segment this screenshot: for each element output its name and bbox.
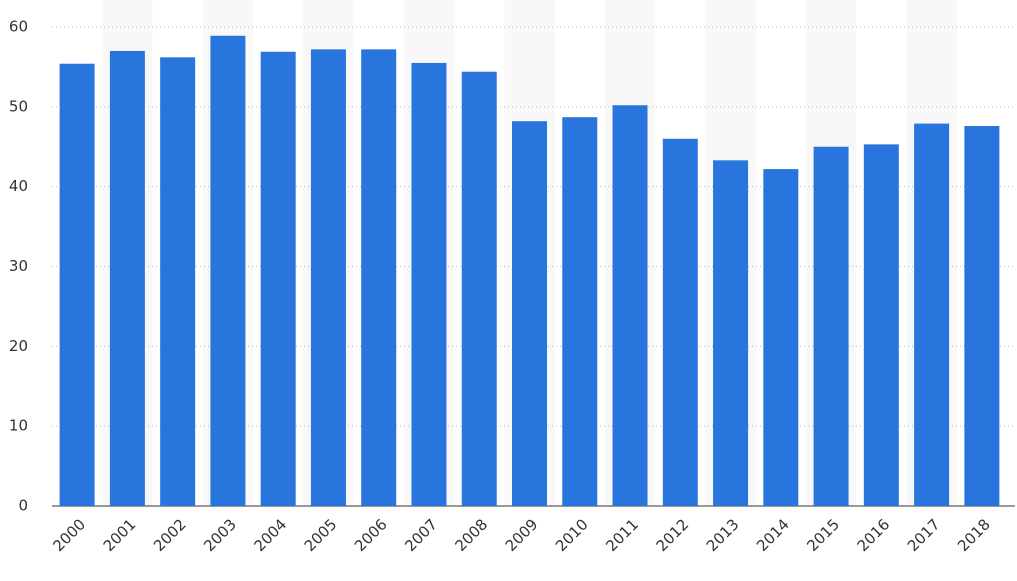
bar xyxy=(512,121,547,506)
bar xyxy=(160,57,196,506)
x-tick-label: 2016 xyxy=(854,515,894,555)
x-tick-label: 2010 xyxy=(552,515,592,555)
bar xyxy=(562,117,598,506)
y-tick-label: 30 xyxy=(9,257,28,275)
x-tick-label: 2015 xyxy=(803,515,843,555)
x-tick-label: 2008 xyxy=(452,515,492,555)
y-tick-label: 50 xyxy=(9,97,28,115)
x-tick-label: 2012 xyxy=(653,515,693,555)
x-tick-label: 2018 xyxy=(954,515,994,555)
bar xyxy=(914,123,950,507)
bar xyxy=(713,160,749,507)
bar xyxy=(813,146,849,506)
bar xyxy=(109,50,145,506)
x-tick-label: 2002 xyxy=(150,515,190,555)
y-tick-label: 20 xyxy=(9,337,28,355)
x-tick-label: 2007 xyxy=(401,515,441,555)
bar xyxy=(260,51,296,507)
y-tick-label: 10 xyxy=(9,417,28,435)
bar xyxy=(863,144,899,507)
bar xyxy=(461,71,497,506)
x-tick-label: 2000 xyxy=(49,515,89,555)
x-tick-label: 2003 xyxy=(200,515,240,555)
bar xyxy=(612,105,648,506)
x-tick-label: 2001 xyxy=(100,515,140,555)
x-tick-label: 2011 xyxy=(602,515,642,555)
bar xyxy=(662,138,698,506)
y-tick-label: 40 xyxy=(9,177,28,195)
y-tick-label: 60 xyxy=(9,18,28,36)
bar xyxy=(411,62,447,507)
x-tick-label: 2013 xyxy=(703,515,743,555)
x-tick-label: 2014 xyxy=(753,515,793,555)
bar xyxy=(310,49,346,506)
bar xyxy=(964,125,1000,506)
bar xyxy=(763,169,799,506)
x-tick-label: 2009 xyxy=(502,515,542,555)
y-tick-label: 0 xyxy=(18,497,28,515)
bar xyxy=(361,49,397,506)
x-tick-label: 2005 xyxy=(301,515,341,555)
bar xyxy=(59,63,95,507)
x-tick-label: 2017 xyxy=(904,515,944,555)
x-tick-label: 2006 xyxy=(351,515,391,555)
bar xyxy=(210,35,246,506)
x-tick-label: 2004 xyxy=(250,515,290,555)
